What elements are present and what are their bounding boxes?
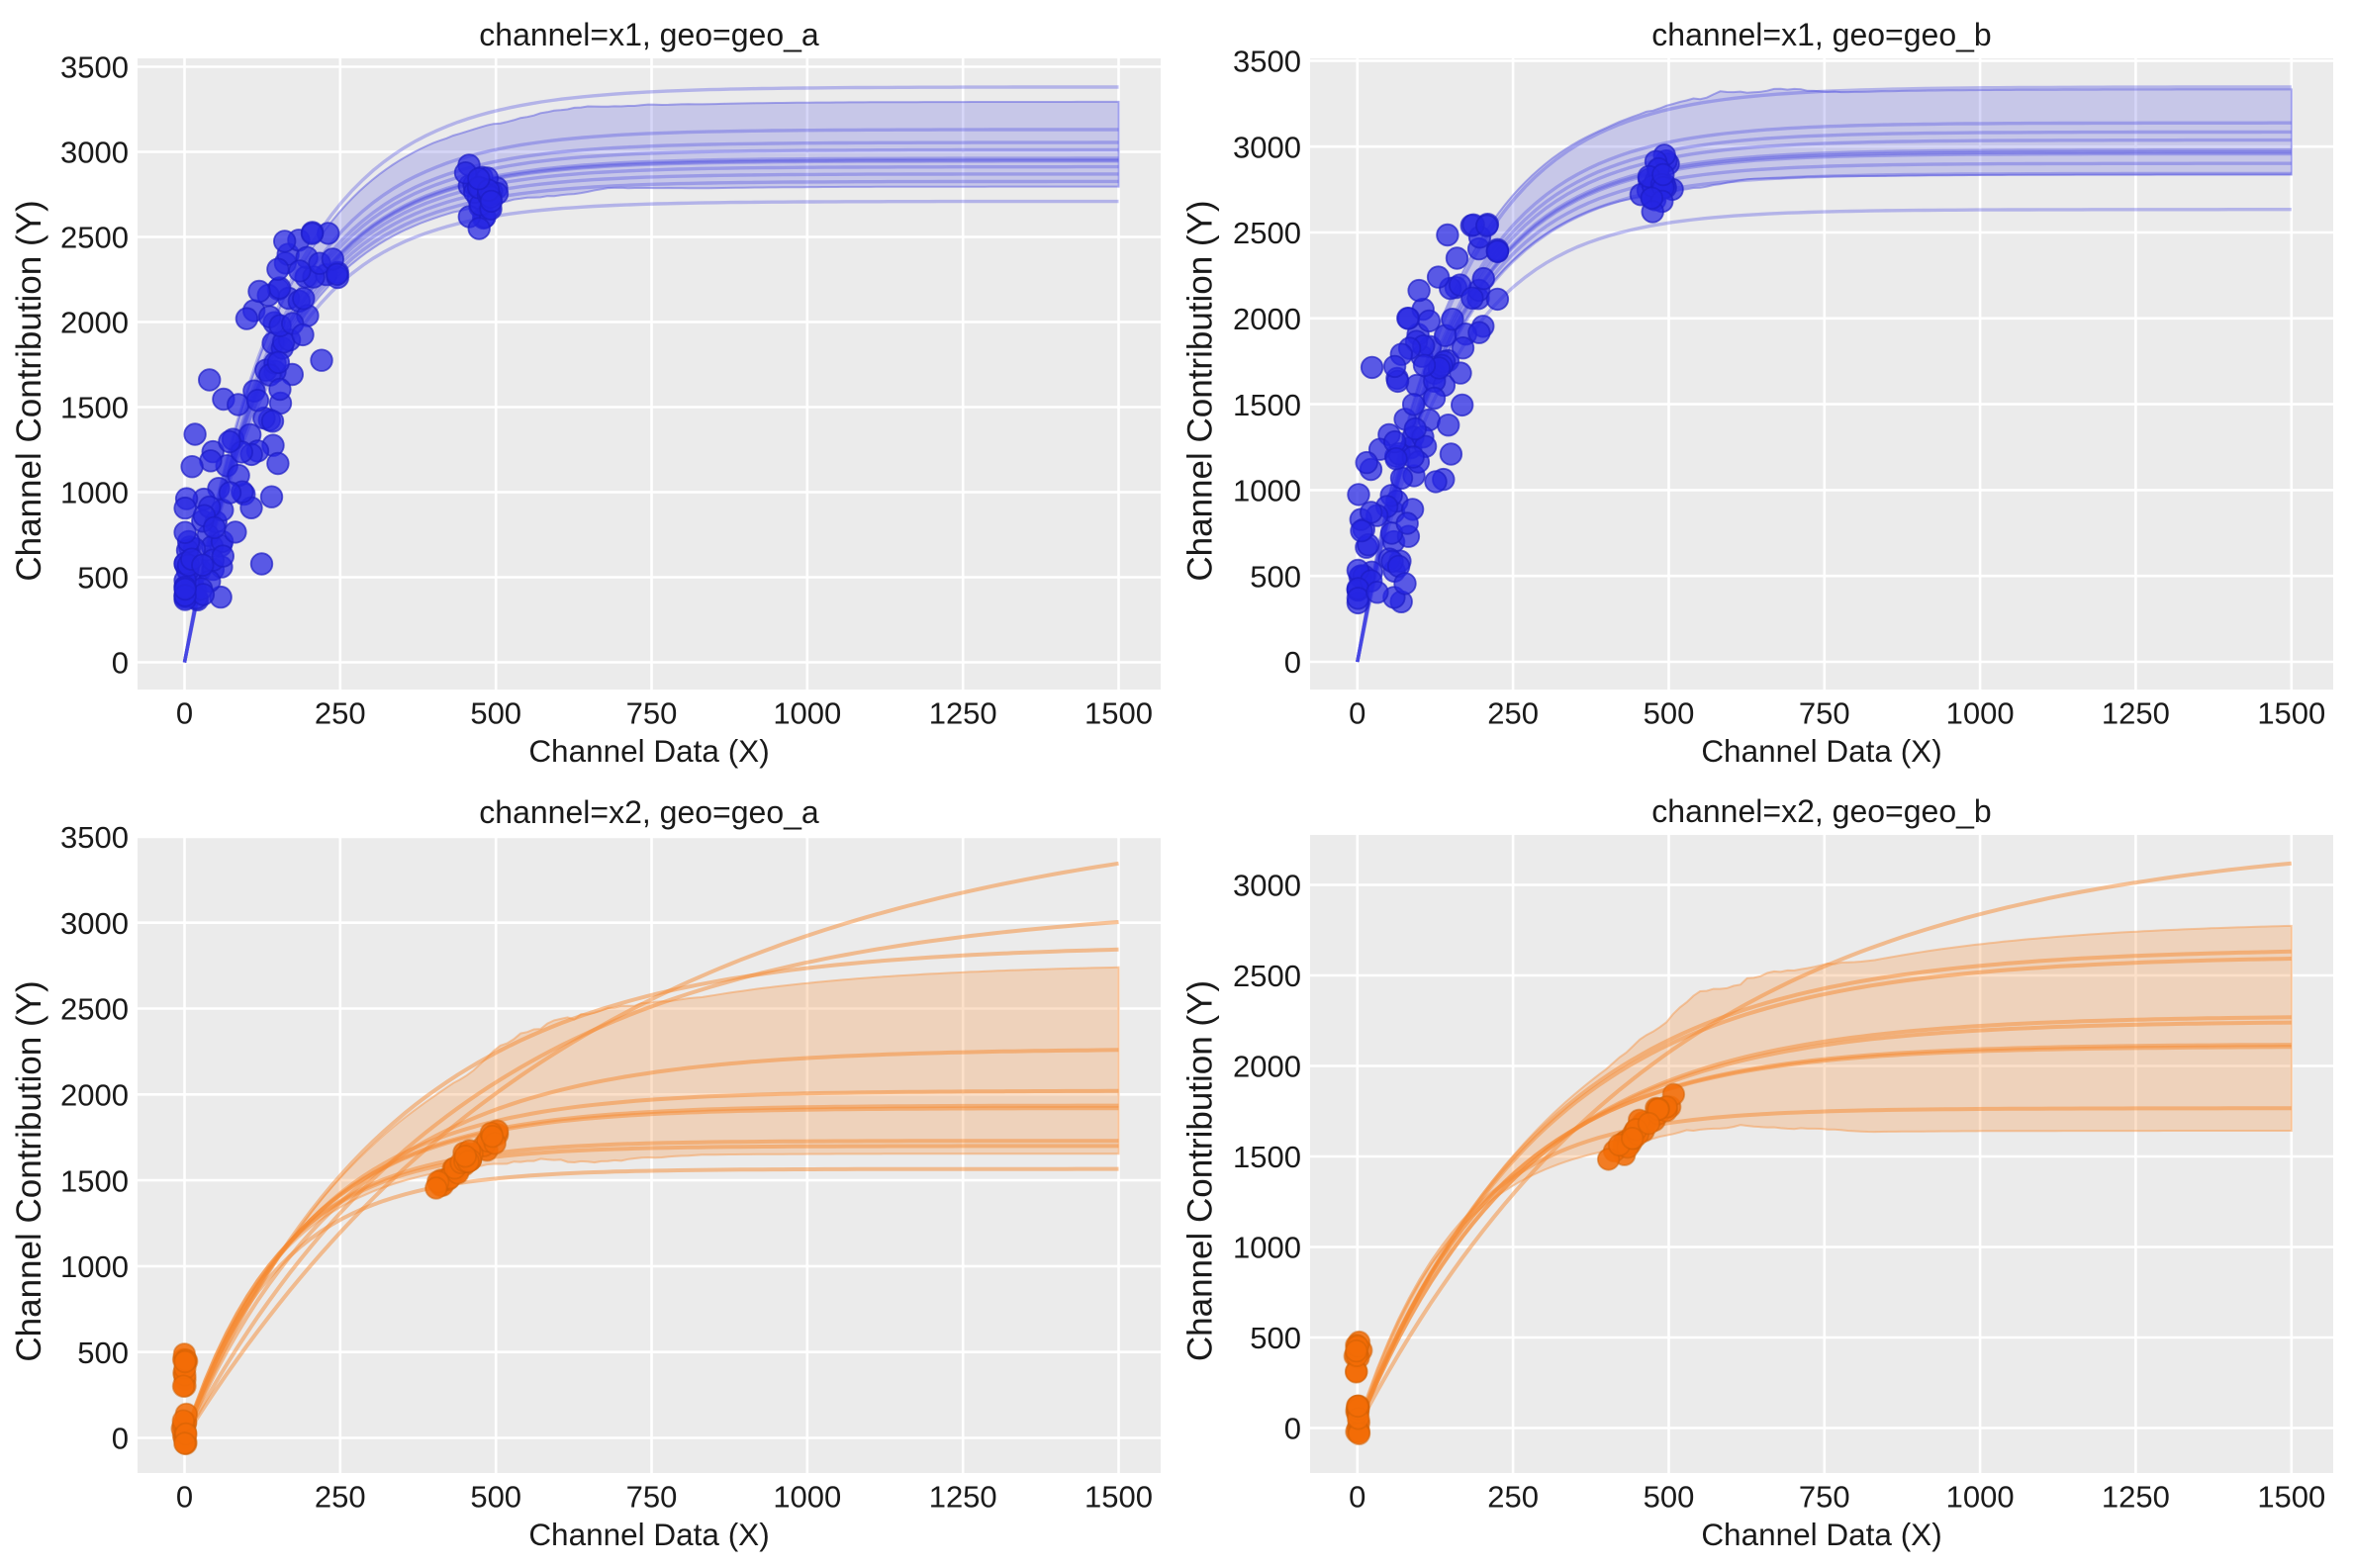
svg-text:Channel Data (X): Channel Data (X) (528, 733, 769, 769)
svg-text:1500: 1500 (2257, 1479, 2325, 1514)
svg-text:Channel Data (X): Channel Data (X) (1701, 1517, 1941, 1552)
svg-text:Channel Contribution (Y): Channel Contribution (Y) (1181, 200, 1220, 581)
svg-text:3000: 3000 (1233, 869, 1301, 903)
svg-text:500: 500 (1250, 559, 1301, 594)
svg-text:channel=x2, geo=geo_a: channel=x2, geo=geo_a (479, 794, 819, 830)
svg-text:1250: 1250 (2102, 695, 2170, 730)
svg-text:500: 500 (470, 695, 521, 730)
svg-text:1000: 1000 (773, 1479, 841, 1514)
svg-text:0: 0 (176, 1479, 193, 1514)
svg-text:1000: 1000 (60, 476, 129, 510)
svg-text:1000: 1000 (1233, 1231, 1301, 1265)
svg-text:500: 500 (77, 1336, 129, 1370)
svg-text:2000: 2000 (1233, 302, 1301, 336)
svg-text:0: 0 (1284, 1412, 1301, 1446)
svg-text:500: 500 (1250, 1321, 1301, 1355)
svg-text:1000: 1000 (60, 1249, 129, 1284)
svg-text:1000: 1000 (1946, 1479, 2015, 1514)
svg-text:channel=x1, geo=geo_a: channel=x1, geo=geo_a (479, 17, 819, 52)
svg-text:2500: 2500 (60, 992, 129, 1027)
svg-text:1250: 1250 (929, 1479, 997, 1514)
svg-text:0: 0 (176, 695, 193, 730)
svg-text:500: 500 (470, 1479, 521, 1514)
svg-text:Channel Contribution (Y): Channel Contribution (Y) (10, 980, 48, 1361)
svg-text:500: 500 (1644, 695, 1695, 730)
svg-text:1250: 1250 (2102, 1479, 2170, 1514)
svg-text:channel=x1, geo=geo_b: channel=x1, geo=geo_b (1651, 17, 1991, 52)
svg-text:1500: 1500 (1233, 388, 1301, 422)
svg-text:2500: 2500 (60, 221, 129, 255)
svg-text:1500: 1500 (1084, 1479, 1153, 1514)
svg-text:1500: 1500 (60, 391, 129, 425)
svg-text:Channel Contribution (Y): Channel Contribution (Y) (1181, 980, 1220, 1361)
svg-text:1000: 1000 (1946, 695, 2015, 730)
svg-text:750: 750 (1799, 1479, 1850, 1514)
svg-text:Channel Data (X): Channel Data (X) (1701, 733, 1941, 769)
svg-text:500: 500 (1644, 1479, 1695, 1514)
svg-text:0: 0 (112, 646, 129, 681)
svg-text:3500: 3500 (60, 50, 129, 85)
svg-text:1500: 1500 (1084, 695, 1153, 730)
svg-text:2000: 2000 (60, 1078, 129, 1113)
svg-text:250: 250 (1487, 695, 1539, 730)
svg-text:0: 0 (1284, 645, 1301, 680)
svg-text:1500: 1500 (2257, 695, 2325, 730)
svg-text:1250: 1250 (929, 695, 997, 730)
svg-text:3000: 3000 (1233, 130, 1301, 164)
svg-text:750: 750 (626, 695, 678, 730)
svg-text:0: 0 (1349, 1479, 1365, 1514)
svg-text:3000: 3000 (60, 136, 129, 170)
svg-text:2500: 2500 (1233, 216, 1301, 250)
svg-text:0: 0 (1349, 695, 1365, 730)
svg-text:0: 0 (112, 1422, 129, 1456)
svg-text:1500: 1500 (60, 1163, 129, 1198)
svg-text:750: 750 (1799, 695, 1850, 730)
svg-text:250: 250 (315, 695, 366, 730)
svg-text:3500: 3500 (60, 820, 129, 855)
svg-text:3000: 3000 (60, 906, 129, 941)
svg-text:channel=x2, geo=geo_b: channel=x2, geo=geo_b (1651, 793, 1991, 829)
svg-text:Channel Data (X): Channel Data (X) (528, 1517, 769, 1552)
svg-text:2000: 2000 (60, 306, 129, 340)
svg-text:1000: 1000 (1233, 474, 1301, 508)
svg-text:750: 750 (626, 1479, 678, 1514)
svg-text:500: 500 (77, 561, 129, 596)
svg-text:1500: 1500 (1233, 1140, 1301, 1174)
svg-text:2000: 2000 (1233, 1050, 1301, 1084)
svg-text:250: 250 (315, 1479, 366, 1514)
svg-text:1000: 1000 (773, 695, 841, 730)
svg-text:2500: 2500 (1233, 959, 1301, 993)
svg-text:3500: 3500 (1233, 45, 1301, 79)
svg-text:250: 250 (1487, 1479, 1539, 1514)
svg-text:Channel Contribution (Y): Channel Contribution (Y) (10, 200, 48, 581)
